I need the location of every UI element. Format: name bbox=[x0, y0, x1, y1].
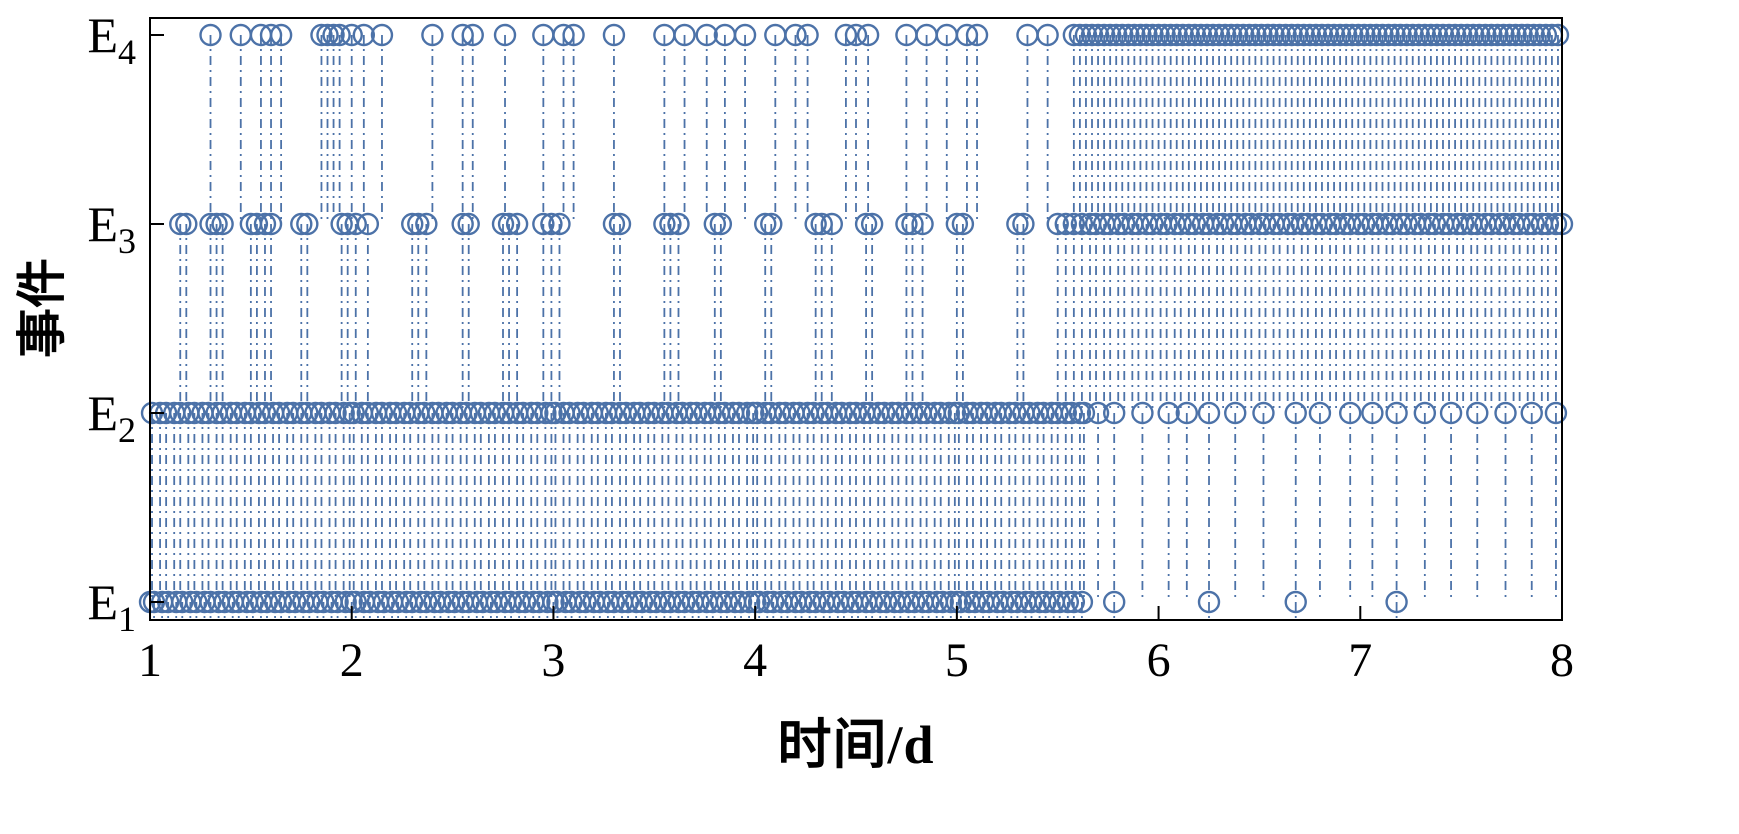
x-tick-label: 3 bbox=[541, 634, 565, 687]
y-tick-labels: E1 E2 E3 E4 bbox=[87, 7, 136, 639]
x-tick-label: 5 bbox=[945, 634, 969, 687]
axis-ticks bbox=[149, 34, 1563, 620]
event-stems bbox=[149, 35, 1563, 619]
y-tick-label: E4 bbox=[87, 7, 136, 72]
event-markers bbox=[138, 23, 1574, 614]
x-tick-label: 1 bbox=[138, 634, 162, 687]
y-tick-label: E3 bbox=[87, 196, 136, 261]
y-tick-label: E2 bbox=[87, 385, 136, 450]
y-tick-label: E1 bbox=[87, 574, 136, 639]
x-axis-title: 时间/d bbox=[777, 715, 935, 775]
x-tick-label: 7 bbox=[1348, 634, 1372, 687]
x-tick-label: 4 bbox=[743, 634, 767, 687]
plot-frame bbox=[149, 17, 1563, 621]
y-axis-title: 事件 bbox=[14, 258, 70, 358]
x-tick-label: 6 bbox=[1147, 634, 1171, 687]
x-tick-label: 2 bbox=[340, 634, 364, 687]
x-tick-labels: 1 2 3 4 5 6 7 8 bbox=[138, 634, 1574, 687]
x-tick-label: 8 bbox=[1550, 634, 1574, 687]
